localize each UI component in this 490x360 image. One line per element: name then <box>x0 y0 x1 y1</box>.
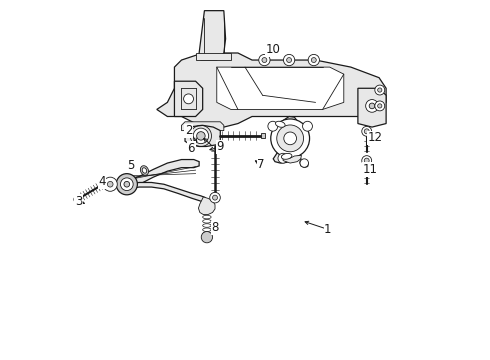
Circle shape <box>121 178 133 190</box>
Circle shape <box>362 156 371 166</box>
Circle shape <box>277 125 304 152</box>
Text: 8: 8 <box>211 221 219 234</box>
Circle shape <box>262 58 267 63</box>
Circle shape <box>103 177 117 191</box>
Polygon shape <box>174 81 203 117</box>
Circle shape <box>375 85 385 95</box>
Ellipse shape <box>140 166 148 175</box>
Circle shape <box>364 129 369 134</box>
Polygon shape <box>196 53 231 60</box>
Circle shape <box>283 54 295 66</box>
Circle shape <box>378 104 382 108</box>
Text: 6: 6 <box>188 142 195 155</box>
Text: 10: 10 <box>266 43 281 56</box>
Circle shape <box>196 132 205 140</box>
Circle shape <box>311 58 316 63</box>
Text: 11: 11 <box>363 163 378 176</box>
Text: 2: 2 <box>185 124 192 137</box>
Polygon shape <box>157 53 386 127</box>
Circle shape <box>268 121 278 131</box>
Ellipse shape <box>142 168 147 173</box>
Circle shape <box>213 195 218 200</box>
Text: 4: 4 <box>98 175 106 188</box>
Polygon shape <box>273 117 303 163</box>
Circle shape <box>300 159 309 167</box>
Polygon shape <box>217 67 344 109</box>
Circle shape <box>278 153 288 163</box>
Circle shape <box>201 231 213 243</box>
Polygon shape <box>198 197 215 215</box>
Circle shape <box>271 119 310 158</box>
Circle shape <box>366 100 378 112</box>
Circle shape <box>378 88 382 92</box>
Circle shape <box>369 103 375 109</box>
Polygon shape <box>358 88 386 127</box>
Circle shape <box>193 128 209 144</box>
Circle shape <box>302 121 313 131</box>
Circle shape <box>74 196 81 203</box>
Circle shape <box>116 174 137 195</box>
Text: 12: 12 <box>368 131 383 144</box>
Polygon shape <box>261 134 266 138</box>
Text: 7: 7 <box>257 158 265 171</box>
Circle shape <box>124 181 130 187</box>
Polygon shape <box>127 159 199 187</box>
Polygon shape <box>181 122 224 131</box>
Text: 5: 5 <box>126 159 134 172</box>
Text: 9: 9 <box>217 140 224 153</box>
Circle shape <box>362 126 371 136</box>
Ellipse shape <box>281 153 292 159</box>
Circle shape <box>308 54 319 66</box>
Circle shape <box>375 101 385 111</box>
Circle shape <box>107 181 113 187</box>
Circle shape <box>210 192 220 203</box>
Circle shape <box>364 158 369 163</box>
Polygon shape <box>300 159 309 168</box>
Circle shape <box>259 54 270 66</box>
Circle shape <box>184 94 194 104</box>
Text: 3: 3 <box>75 195 82 208</box>
Polygon shape <box>282 155 301 163</box>
Text: 1: 1 <box>324 223 332 236</box>
Circle shape <box>287 58 292 63</box>
Circle shape <box>284 132 296 145</box>
Ellipse shape <box>275 121 285 127</box>
Polygon shape <box>127 183 205 202</box>
Polygon shape <box>199 11 225 60</box>
Polygon shape <box>185 125 220 147</box>
